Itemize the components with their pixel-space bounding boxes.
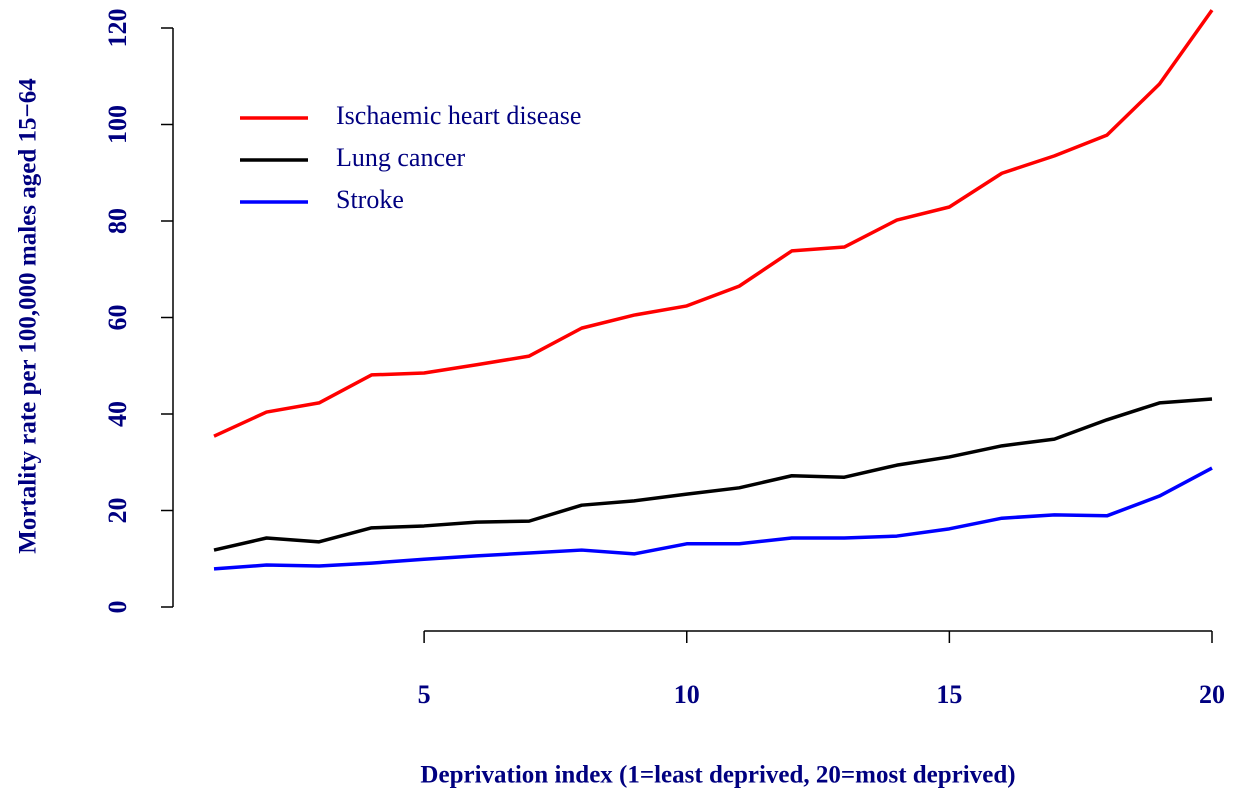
x-tick-label: 10 (674, 680, 700, 709)
y-tick-label: 40 (103, 401, 132, 427)
legend-label: Lung cancer (336, 143, 466, 172)
legend-label: Stroke (336, 185, 404, 214)
y-tick-label: 100 (103, 105, 132, 144)
y-tick-label: 20 (103, 498, 132, 524)
x-tick-label: 5 (418, 680, 431, 709)
y-axis-label: Mortality rate per 100,000 males aged 15… (15, 78, 42, 554)
y-tick-label: 0 (103, 601, 132, 614)
legend-label: Ischaemic heart disease (336, 101, 581, 130)
y-tick-label: 120 (103, 9, 132, 48)
line-series (213, 466, 1213, 571)
x-axis-label: Deprivation index (1=least deprived, 20=… (420, 762, 1015, 789)
x-tick-label: 20 (1199, 680, 1225, 709)
y-tick-label: 60 (103, 305, 132, 331)
x-tick-label: 15 (936, 680, 962, 709)
line-series (213, 397, 1213, 552)
line-series (213, 9, 1214, 438)
y-tick-label: 80 (103, 208, 132, 234)
